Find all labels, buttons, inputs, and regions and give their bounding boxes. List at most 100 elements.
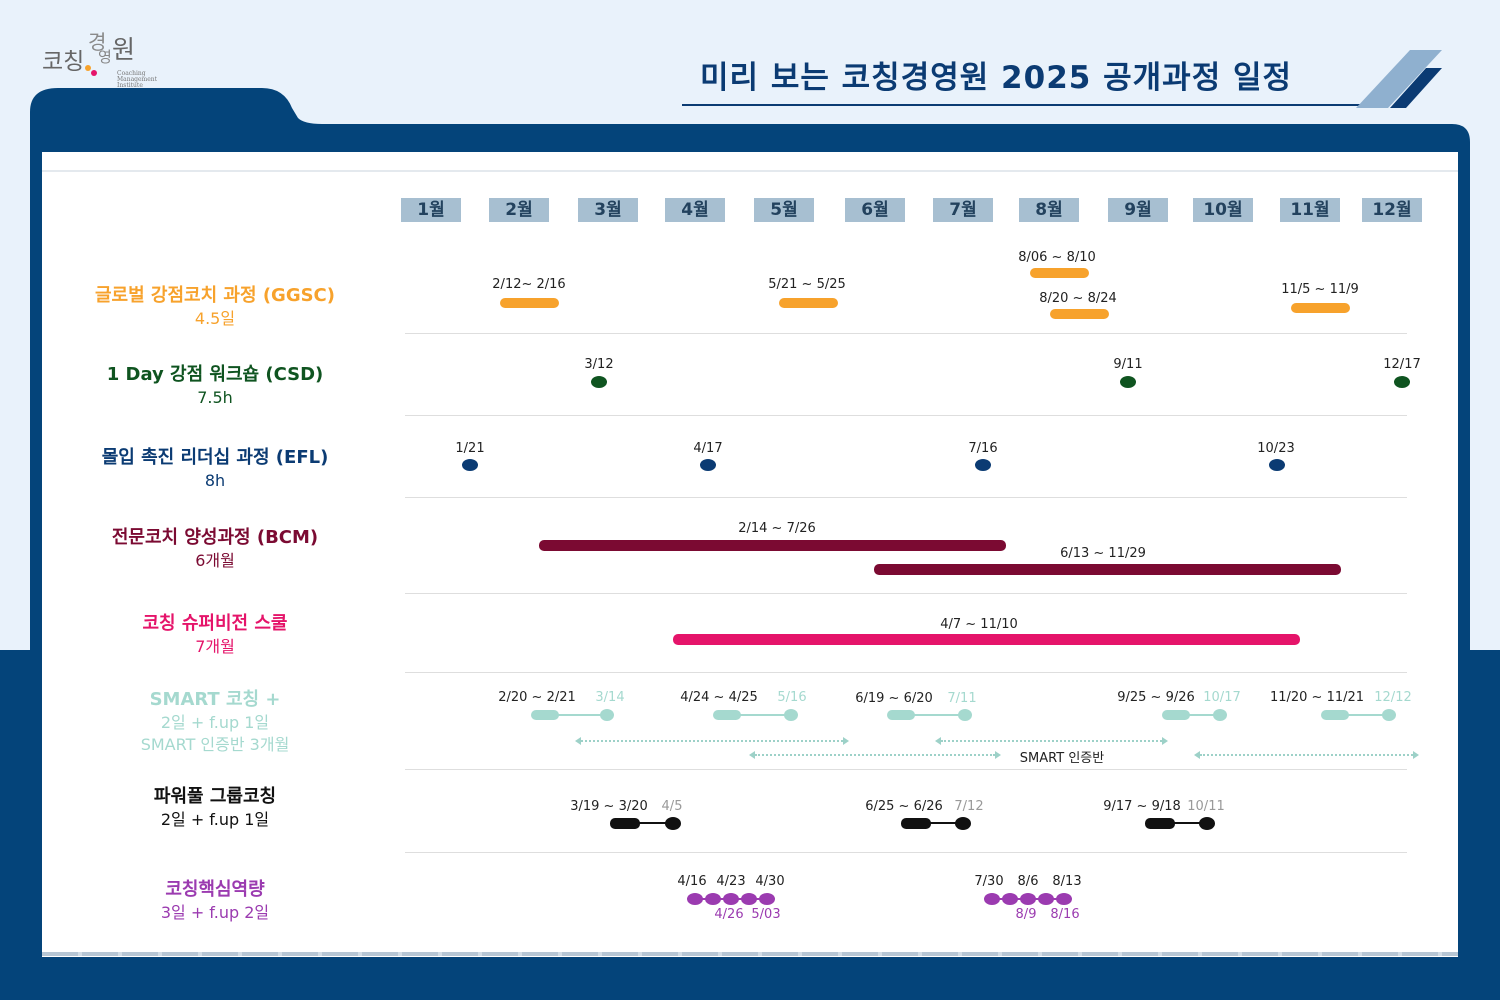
course-label-power: 파워풀 그룹코칭 2일 + f.up 1일 <box>55 785 375 831</box>
logo: 코칭 경 영 원 Coaching Management Institute <box>42 26 162 90</box>
smart-bar-1 <box>531 710 559 720</box>
panel-top-gap <box>42 172 1458 178</box>
efl-date-2: 4/17 <box>693 441 723 456</box>
logo-text-3: 영 <box>98 48 112 66</box>
core-dot <box>1038 893 1054 905</box>
smart-followup-dot-5 <box>1382 709 1396 721</box>
ggsc-bar-2 <box>779 298 838 308</box>
ggsc-date-2: 5/21 ~ 5/25 <box>768 277 846 292</box>
bcm-date-1: 2/14 ~ 7/26 <box>738 521 816 536</box>
power-link-3 <box>1171 822 1203 824</box>
smart-link-5 <box>1346 714 1388 716</box>
core-followup-2: 5/03 <box>751 907 781 922</box>
ggsc-bar-1 <box>500 298 559 308</box>
logo-text-2: 경 <box>88 30 107 54</box>
smart-cert-span-1 <box>581 740 843 742</box>
core-dot <box>984 893 1000 905</box>
smart-cert-arrow-left-icon <box>935 737 941 745</box>
smart-bar-2 <box>713 710 741 720</box>
core-dot <box>1056 893 1072 905</box>
smart-date-4: 9/25 ~ 9/26 <box>1117 690 1195 705</box>
power-bar-3 <box>1145 818 1175 829</box>
power-followup-1: 4/5 <box>661 799 683 814</box>
smart-cert-arrow-left-icon <box>749 751 755 759</box>
smart-date-5: 11/20 ~ 11/21 <box>1269 690 1365 705</box>
core-date-2: 4/23 <box>716 874 746 889</box>
logo-text-1: 코칭 <box>42 49 85 75</box>
panel-top-line <box>42 170 1458 172</box>
power-date-1: 3/19 ~ 3/20 <box>570 799 648 814</box>
smart-cert-arrow-right-icon <box>1162 737 1168 745</box>
core-date-3: 4/30 <box>755 874 785 889</box>
efl-date-3: 7/16 <box>968 441 998 456</box>
smart-link-4 <box>1187 714 1219 716</box>
smart-bar-5 <box>1321 710 1349 720</box>
ggsc-date-1: 2/12~ 2/16 <box>492 277 566 292</box>
efl-dot-1 <box>462 459 478 471</box>
ggsc-bar-5 <box>1291 303 1350 313</box>
smart-followup-dot-1 <box>600 709 614 721</box>
course-name-csd: 1 Day 강점 워크숍 (CSD) <box>106 364 324 385</box>
smart-cert-label: SMART 인증반 <box>1019 751 1105 766</box>
course-duration-efl: 8h <box>204 471 226 490</box>
core-followup-4: 8/16 <box>1050 907 1080 922</box>
schedule-panel <box>42 152 1458 957</box>
stripes-decoration-icon <box>1356 50 1442 108</box>
course-name-supervision: 코칭 슈퍼비전 스쿨 <box>142 613 288 634</box>
title-underline <box>682 104 1362 106</box>
month-header-2: 2월 <box>489 198 549 222</box>
row-separator <box>405 415 1407 416</box>
power-followup-dot-1 <box>665 817 681 830</box>
course-duration-bcm: 6개월 <box>195 551 235 570</box>
smart-cert-span-2 <box>941 740 1162 742</box>
power-followup-2: 7/12 <box>954 799 984 814</box>
efl-dot-2 <box>700 459 716 471</box>
ggsc-date-5: 11/5 ~ 11/9 <box>1281 282 1359 297</box>
course-label-core: 코칭핵심역량 3일 + f.up 2일 <box>55 878 375 924</box>
csd-dot-2 <box>1120 376 1136 388</box>
month-header-12: 12월 <box>1362 198 1422 222</box>
course-duration-supervision: 7개월 <box>195 637 235 656</box>
course-duration-core: 3일 + f.up 2일 <box>160 903 270 922</box>
power-followup-dot-3 <box>1199 817 1215 830</box>
month-header-4: 4월 <box>665 198 725 222</box>
csd-date-3: 12/17 <box>1383 357 1421 372</box>
smart-followup-1: 3/14 <box>595 690 625 705</box>
supervision-date-1: 4/7 ~ 11/10 <box>940 617 1018 632</box>
smart-link-3 <box>912 714 964 716</box>
smart-cert-arrow-right-icon <box>1413 751 1419 759</box>
csd-date-1: 3/12 <box>584 357 614 372</box>
efl-dot-4 <box>1269 459 1285 471</box>
power-date-3: 9/17 ~ 9/18 <box>1103 799 1181 814</box>
logo-mark-icon <box>85 65 97 76</box>
smart-bar-3 <box>887 710 915 720</box>
power-link-2 <box>927 822 960 824</box>
core-dot <box>687 893 703 905</box>
ggsc-bar-3 <box>1030 268 1089 278</box>
power-followup-dot-2 <box>955 817 971 830</box>
month-header-9: 9월 <box>1108 198 1168 222</box>
core-date-6: 8/13 <box>1052 874 1082 889</box>
course-duration-ggsc: 4.5일 <box>194 309 236 328</box>
bcm-bar-2 <box>874 564 1341 575</box>
smart-cert-span-4 <box>1200 754 1413 756</box>
smart-cert-arrow-left-icon <box>575 737 581 745</box>
smart-cert-arrow-left-icon <box>1194 751 1200 759</box>
smart-followup-dot-2 <box>784 709 798 721</box>
csd-date-2: 9/11 <box>1113 357 1143 372</box>
logo-en-1: Coaching <box>117 70 146 77</box>
course-label-bcm: 전문코치 양성과정 (BCM) 6개월 <box>55 526 375 572</box>
efl-date-1: 1/21 <box>455 441 485 456</box>
month-header-3: 3월 <box>578 198 638 222</box>
efl-date-4: 10/23 <box>1257 441 1295 456</box>
smart-cert-arrow-right-icon <box>843 737 849 745</box>
course-name-ggsc: 글로벌 강점코치 과정 (GGSC) <box>94 285 335 306</box>
course-duration-smart: 2일 + f.up 1일 <box>160 713 270 732</box>
csd-dot-3 <box>1394 376 1410 388</box>
core-date-1: 4/16 <box>677 874 707 889</box>
logo-en-2: Management <box>117 76 158 83</box>
course-label-ggsc: 글로벌 강점코치 과정 (GGSC) 4.5일 <box>55 284 375 330</box>
course-label-smart: SMART 코칭 + 2일 + f.up 1일 SMART 인증반 3개월 <box>55 688 375 756</box>
power-bar-2 <box>901 818 931 829</box>
smart-followup-4: 10/17 <box>1203 690 1241 705</box>
